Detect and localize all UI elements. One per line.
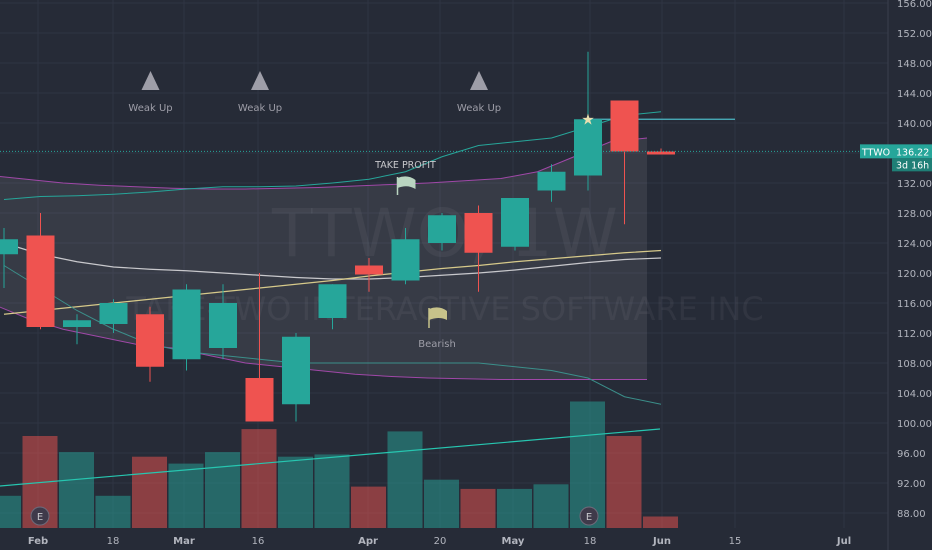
candle-body (647, 151, 675, 155)
candle-body (574, 119, 602, 176)
price-tick-label: 92.00 (897, 479, 926, 490)
candle-body (610, 100, 639, 152)
candle-body (464, 213, 493, 253)
volume-ma-line (0, 428, 661, 487)
price-tick-label: 148.00 (897, 59, 932, 70)
candle-body (26, 235, 55, 327)
lower-band-line (0, 306, 647, 380)
price-tick-label: 104.00 (897, 389, 932, 400)
volume-bar (497, 488, 532, 528)
price-tick-label: 152.00 (897, 29, 932, 40)
candle-body (355, 265, 383, 275)
time-tick-label: 16 (252, 536, 265, 547)
earnings-icon (579, 506, 599, 526)
annotations: Weak Up Weak Up Weak Up TAKE PROFIT Bearish ★… (30, 71, 599, 526)
signal-label: Weak Up (238, 103, 282, 114)
symbol-tag-label: TTWO (861, 147, 890, 158)
candle-body (428, 215, 456, 243)
countdown-value: 3d 16h (896, 160, 929, 171)
volume-bar (460, 488, 496, 528)
price-tick-label: 140.00 (897, 119, 932, 130)
candle-body (282, 336, 310, 405)
time-tick-label: Jun (652, 536, 671, 547)
symbol-tag (860, 144, 892, 159)
volume-bar (132, 456, 167, 528)
candle-body (99, 303, 128, 324)
candle-body (136, 314, 164, 367)
time-tick-label: Jul (836, 536, 851, 547)
triangle-up-icon (251, 71, 269, 90)
volume-bar (95, 495, 131, 528)
earnings-icon (30, 506, 50, 526)
earnings-label: E (37, 512, 43, 523)
volume-bar (168, 463, 204, 528)
price-tick-label: 100.00 (897, 419, 932, 430)
ma-white-line (3, 242, 662, 280)
candle-body (63, 320, 91, 327)
triangle-up-icon (141, 71, 160, 90)
price-tick-label: 128.00 (897, 209, 932, 220)
volume-bar (606, 436, 642, 528)
candles (0, 51, 675, 422)
earnings-label: E (586, 512, 592, 523)
price-tick-label: 112.00 (897, 329, 932, 340)
price-tick-label: 88.00 (897, 509, 926, 520)
volume-bar (59, 452, 94, 528)
volume-bar (0, 495, 21, 528)
countdown-tag (892, 158, 932, 172)
time-tick-label: 18 (107, 536, 120, 547)
candle-body (245, 378, 274, 422)
time-tick-label: Feb (28, 536, 48, 547)
volume-bar (643, 516, 678, 528)
price-tick-label: 132.00 (897, 179, 932, 190)
flag-yellow-icon (429, 307, 447, 320)
time-tick-label: Mar (173, 536, 195, 547)
volume-bar (424, 479, 459, 528)
price-tick-label: 124.00 (897, 239, 932, 250)
last-price-tag (892, 144, 932, 159)
volume-bar (314, 454, 350, 528)
candle-body (318, 284, 347, 318)
candle-body (501, 198, 529, 247)
volume-bar (533, 484, 569, 528)
time-tick-label: 20 (434, 536, 447, 547)
price-tick-label: 120.00 (897, 269, 932, 280)
candle-body (0, 239, 18, 255)
signal-label: Weak Up (128, 103, 172, 114)
time-axis[interactable]: Feb 18 Mar 16 Apr 20 May 18 Jun 15 Jul (28, 536, 851, 547)
price-tick-label: 156.00 (897, 0, 932, 10)
candle-body (209, 303, 237, 348)
candle-body (537, 171, 566, 191)
signal-label: Weak Up (457, 103, 501, 114)
ma-green-line (3, 111, 662, 200)
candle-body (172, 289, 201, 360)
grid-lines (0, 0, 888, 528)
time-tick-label: Apr (358, 536, 378, 547)
price-tick-label: 96.00 (897, 449, 926, 460)
volume-bar (387, 431, 423, 528)
volume-bar (241, 429, 277, 528)
time-tick-label: May (502, 536, 525, 547)
price-tick-label: 108.00 (897, 359, 932, 370)
signal-label: TAKE PROFIT (374, 160, 436, 171)
star-icon: ★ (581, 110, 594, 128)
time-tick-label: 15 (729, 536, 742, 547)
last-price-marker: TTWO 136.22 3d 16h (0, 144, 932, 172)
volume-bar (351, 486, 386, 528)
flag-green-icon (397, 176, 416, 189)
triangle-up-icon (470, 71, 488, 90)
last-price-value: 136.22 (896, 147, 929, 158)
volume-bar (278, 456, 313, 528)
time-tick-label: 18 (584, 536, 597, 547)
volume-bars (0, 401, 678, 528)
price-tick-label: 116.00 (897, 299, 932, 310)
signal-label: Bearish (418, 339, 456, 350)
candle-body (391, 239, 420, 281)
volume-bar (205, 452, 240, 528)
price-tick-label: 144.00 (897, 89, 932, 100)
